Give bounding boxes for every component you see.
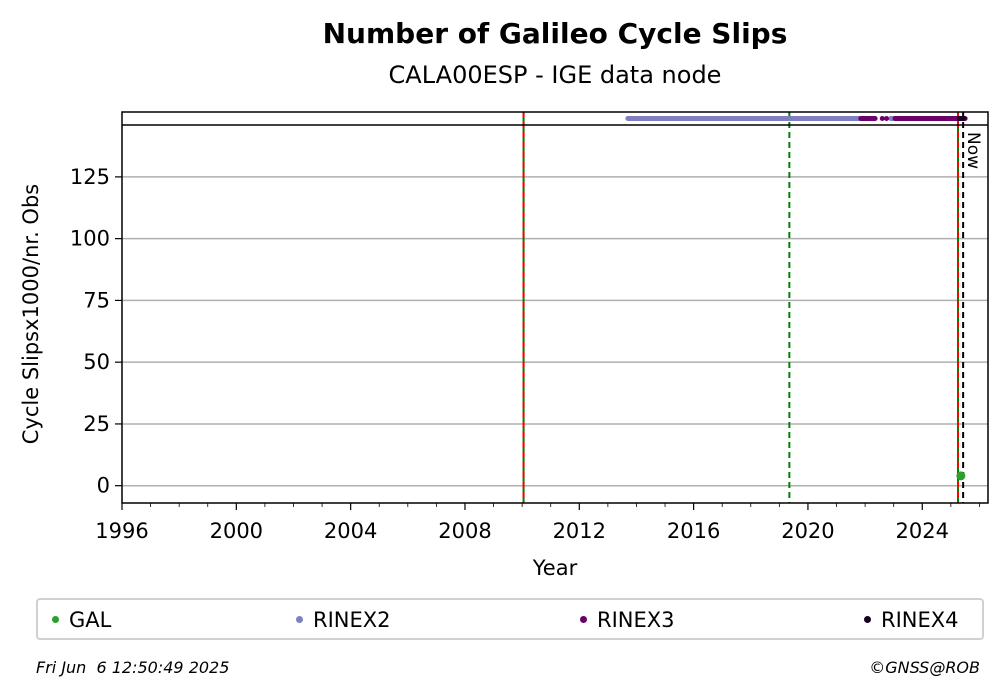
footer-credit: ©GNSS@ROB — [869, 658, 980, 677]
x-tick-label: 2020 — [781, 519, 834, 543]
x-tick-label: 2004 — [324, 519, 377, 543]
x-tick-label: 2000 — [210, 519, 263, 543]
legend: GAL RINEX2 RINEX3 RINEX4 — [36, 598, 984, 640]
chart-subtitle: CALA00ESP - IGE data node — [389, 61, 722, 89]
event-lines — [522, 112, 965, 503]
plot-frame — [121, 111, 989, 504]
rinex2-marker-icon — [296, 615, 303, 623]
x-tick-label: 2016 — [667, 519, 720, 543]
chart-title: Number of Galileo Cycle Slips — [323, 17, 788, 50]
y-tick-label: 125 — [70, 165, 110, 189]
legend-label-gal: GAL — [69, 608, 112, 632]
data-availability-strip — [625, 116, 968, 121]
y-tick-label: 100 — [70, 227, 110, 251]
y-tick-label: 50 — [83, 350, 110, 374]
y-tick-label: 25 — [83, 412, 110, 436]
x-axis-label: Year — [532, 556, 578, 580]
legend-item-rinex2: RINEX2 — [296, 608, 391, 632]
data-points — [956, 471, 966, 481]
rinex4-marker-icon — [864, 615, 871, 623]
data-point — [956, 471, 966, 481]
y-axis: 0 25 50 75 100 125 — [70, 165, 122, 498]
grid-lines — [122, 176, 988, 487]
chart: Number of Galileo Cycle Slips CALA00ESP … — [19, 17, 989, 580]
availability-point — [879, 116, 885, 121]
y-axis-label: Cycle Slipsx1000/nr. Obs — [19, 184, 43, 444]
rinex3-marker-icon — [580, 615, 587, 623]
y-tick-label: 0 — [97, 474, 110, 498]
now-annotation: Now — [963, 132, 983, 169]
legend-label-rinex4: RINEX4 — [881, 608, 959, 632]
x-tick-label: 2024 — [896, 519, 949, 543]
legend-item-rinex3: RINEX3 — [580, 608, 675, 632]
x-tick-label: 1996 — [95, 519, 148, 543]
footer-timestamp: Fri Jun 6 12:50:49 2025 — [36, 658, 230, 677]
x-axis: 1996 2000 2004 2008 2012 2016 2020 2024 — [95, 503, 980, 543]
x-tick-label: 2008 — [438, 519, 491, 543]
legend-label-rinex2: RINEX2 — [313, 608, 391, 632]
y-tick-label: 75 — [83, 288, 110, 312]
availability-point — [884, 116, 890, 121]
x-tick-label: 2012 — [553, 519, 606, 543]
legend-item-rinex4: RINEX4 — [864, 608, 959, 632]
legend-item-gal: GAL — [52, 608, 111, 632]
gal-marker-icon — [52, 615, 59, 623]
legend-label-rinex3: RINEX3 — [597, 608, 675, 632]
